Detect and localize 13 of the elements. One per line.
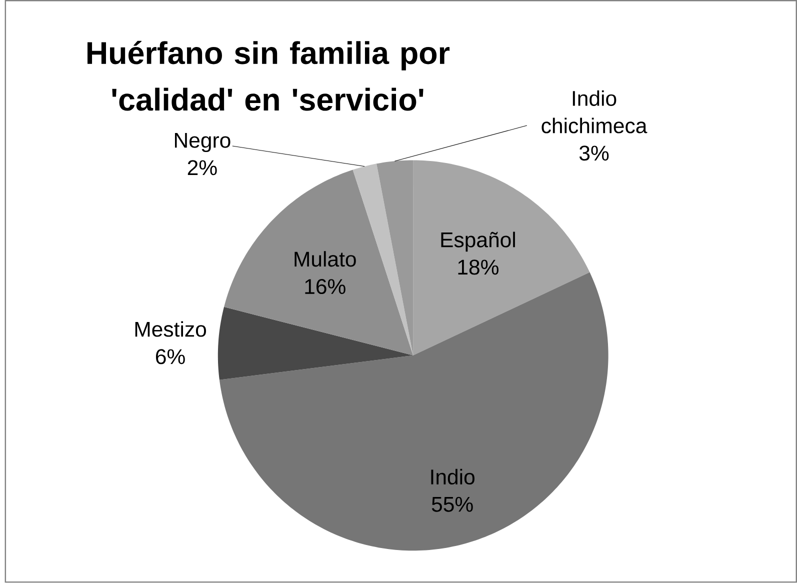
slice-label: Negro — [174, 133, 230, 152]
slice-label: Indio — [431, 469, 474, 485]
data-label: 16% — [305, 279, 346, 294]
slice-label: Indio chichimeca — [542, 90, 648, 134]
data-label: 3% — [579, 146, 609, 161]
slice-label: Mulato — [294, 251, 356, 267]
chart-title: Huérfano sin familia por 'calidad' en 'servicio' — [88, 40, 450, 111]
data-label: 6% — [156, 349, 185, 364]
data-label: 18% — [458, 260, 498, 275]
data-label: 55% — [432, 497, 473, 512]
slice-label: Mestizo — [135, 321, 206, 337]
slice-label: Español — [441, 232, 515, 252]
data-label: 2% — [188, 160, 217, 176]
